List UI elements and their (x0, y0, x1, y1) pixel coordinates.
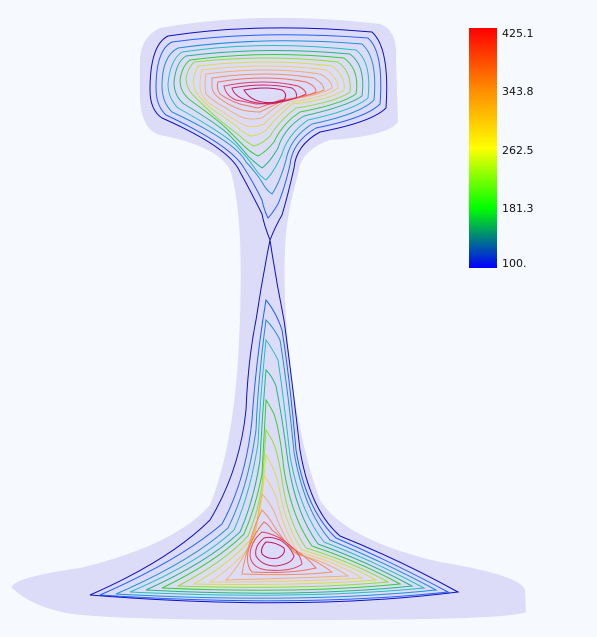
head-contours (149, 27, 388, 242)
contour-line (149, 27, 388, 242)
contour-line (249, 531, 303, 571)
contour-line (161, 40, 376, 195)
contour-line (224, 493, 350, 581)
contour-line (167, 44, 370, 181)
contour-line (192, 61, 345, 137)
contour-line (211, 73, 325, 113)
contour-line (145, 368, 414, 594)
contour-line (204, 69, 333, 120)
contour-line (179, 53, 358, 157)
colorbar-min-label: 100. (502, 257, 527, 270)
rail-section-fill (11, 17, 526, 620)
colorbar-tick-label: 181.3 (502, 202, 534, 215)
colorbar-tick-label: 343.8 (502, 85, 534, 98)
contour-line (243, 87, 287, 104)
contour-line (129, 338, 426, 596)
colorbar-tick-label: 262.5 (502, 144, 534, 157)
contour-line (89, 239, 460, 604)
contour-line (176, 428, 390, 588)
contour-line (261, 541, 285, 559)
contour-line (99, 298, 450, 602)
contour-line (255, 536, 295, 567)
colorbar-max-label: 425.1 (502, 27, 534, 40)
contour-line (231, 84, 297, 105)
contour-line (199, 65, 339, 128)
contour-line (247, 521, 317, 573)
contour-line (241, 509, 334, 576)
colorbar-gradient (469, 28, 497, 268)
contour-line (155, 34, 382, 219)
contour-line (173, 49, 364, 169)
contour-line (115, 318, 438, 599)
contour-line (161, 398, 402, 591)
base-contours (89, 239, 460, 604)
contour-line (185, 57, 351, 147)
